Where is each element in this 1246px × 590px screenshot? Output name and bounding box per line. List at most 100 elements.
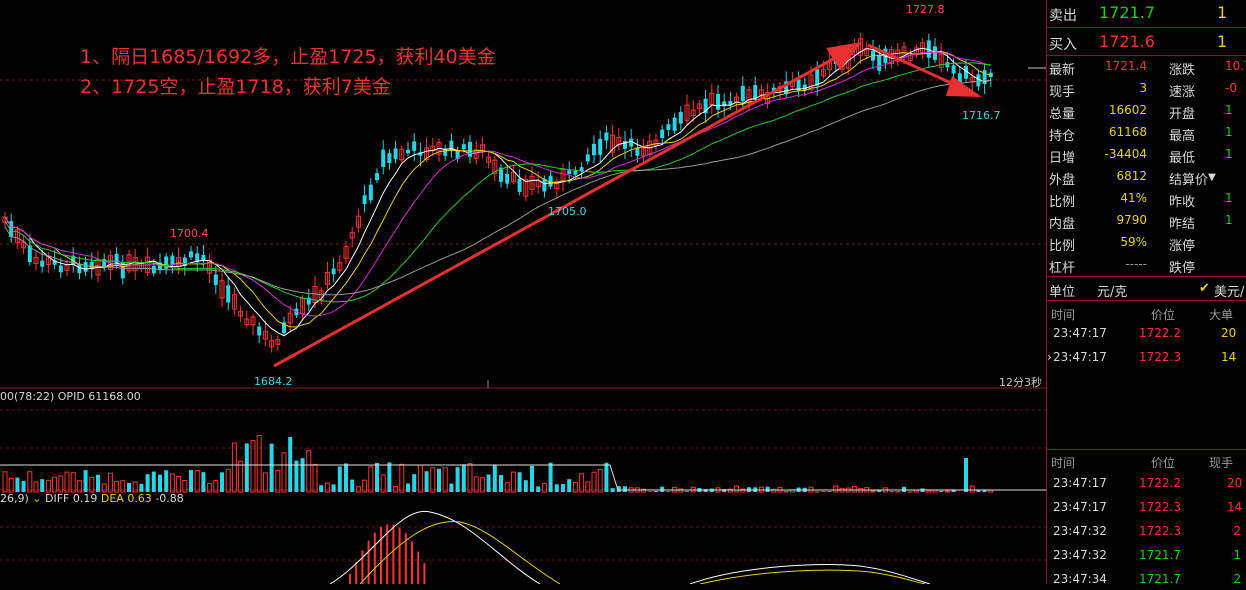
volume-bar xyxy=(902,487,906,492)
check-icon[interactable]: ✔ xyxy=(1199,281,1210,296)
quote-panel: 卖出 1721.7 1 买入 1721.6 1 最新1721.4涨跌10.7/0… xyxy=(1046,0,1246,584)
tick-time: 23:47:17 xyxy=(1053,500,1107,514)
stat-label-right: 涨跌 xyxy=(1169,59,1195,78)
candle-body xyxy=(976,74,980,86)
volume-bar xyxy=(232,443,236,492)
right-low-price-label: 1716.7 xyxy=(962,109,1001,122)
candle-body xyxy=(59,265,63,272)
volume-header: 00(78:22) OPID 61168.00 xyxy=(0,390,141,403)
volume-bar xyxy=(263,473,267,492)
tick-qty: 1 xyxy=(1227,548,1241,562)
candle-body xyxy=(406,150,410,154)
candle-body xyxy=(412,141,416,151)
volume-bar xyxy=(685,491,689,492)
volume-bar xyxy=(623,486,627,492)
macd-dropdown-icon[interactable]: ⌄ xyxy=(32,492,41,505)
buy-qty: 1 xyxy=(1217,32,1227,51)
volume-bar xyxy=(102,484,106,492)
candle-body xyxy=(152,266,156,273)
tick-qty: 14 xyxy=(1227,500,1241,514)
annotation-line-1: 1、隔日1685/1692多，止盈1725，获利40美金 xyxy=(80,42,496,69)
chart-area[interactable]: 1、隔日1685/1692多，止盈1725，获利40美金 2、1725空，止盈1… xyxy=(0,0,1046,584)
volume-bar xyxy=(983,491,987,492)
volume-bar xyxy=(927,490,931,492)
col-time: 时间 xyxy=(1051,454,1075,471)
stat-value-right: 1 xyxy=(1225,125,1233,139)
volume-bar xyxy=(518,472,522,492)
volume-bar xyxy=(152,472,156,492)
col-price: 价位 xyxy=(1151,454,1175,471)
volume-bar xyxy=(245,443,249,492)
macd-dea: DEA 0.63 xyxy=(101,492,152,505)
divider xyxy=(1047,276,1246,277)
volume-bar xyxy=(307,451,311,492)
candle-body xyxy=(586,154,590,161)
tick-price: 1722.3 xyxy=(1139,524,1181,538)
order-qty: 14 xyxy=(1221,350,1236,364)
chevron-down-icon[interactable]: ▼ xyxy=(1208,172,1216,183)
sell-row[interactable]: 卖出 1721.7 1 xyxy=(1047,0,1246,26)
stat-value: 9790 xyxy=(1095,213,1147,227)
currency-toggle[interactable]: 美元/ xyxy=(1214,281,1244,300)
volume-bar xyxy=(350,480,354,492)
unit-value: 元/克 xyxy=(1097,281,1127,300)
candle-body xyxy=(40,261,44,267)
stat-value: -34404 xyxy=(1095,147,1147,161)
volume-bar xyxy=(679,489,683,492)
stat-label-right: 涨停 xyxy=(1169,235,1195,254)
stat-label: 外盘 xyxy=(1049,169,1075,188)
candle-body xyxy=(592,144,596,155)
candle-body xyxy=(468,142,472,157)
buy-row[interactable]: 买入 1721.6 1 xyxy=(1047,29,1246,55)
tick-price: 1721.7 xyxy=(1139,548,1181,562)
stat-row: 杠杆-----跌停 xyxy=(1047,254,1246,276)
candle-body xyxy=(952,65,956,73)
volume-bar xyxy=(96,475,100,492)
col-hand: 现手 xyxy=(1209,454,1233,471)
volume-bar xyxy=(270,444,274,492)
candle-body xyxy=(214,275,218,285)
candle-body xyxy=(660,130,664,139)
volume-bar xyxy=(332,484,336,492)
volume-bar xyxy=(313,464,317,492)
order-qty: 20 xyxy=(1221,326,1236,340)
candle-body xyxy=(673,118,677,131)
volume-bar xyxy=(406,483,410,492)
volume-bar xyxy=(542,483,546,492)
left-level-price-label: 1700.4 xyxy=(170,227,209,240)
volume-bar xyxy=(239,461,243,492)
candle-body xyxy=(573,171,577,175)
stat-value-right: -0 xyxy=(1225,81,1237,95)
volume-bar xyxy=(890,491,894,492)
big-orders-header: 时间价位大单 xyxy=(1047,302,1246,324)
volume-bar xyxy=(462,464,466,492)
volume-bar xyxy=(208,484,212,492)
tick-qty: 20 xyxy=(1227,476,1241,490)
volume-bar xyxy=(301,458,305,492)
candle-body xyxy=(375,173,379,180)
volume-bar xyxy=(257,436,261,492)
stat-label: 比例 xyxy=(1049,191,1075,210)
candle-body xyxy=(381,150,385,167)
stat-label-right: 最高 xyxy=(1169,125,1195,144)
stat-label-right[interactable]: 结算价 xyxy=(1169,169,1208,188)
stat-value: 41% xyxy=(1095,191,1147,205)
candle-body xyxy=(394,148,398,159)
candle-body xyxy=(549,176,553,187)
volume-bar xyxy=(828,491,832,492)
candle-body xyxy=(189,251,193,257)
stat-value: 16602 xyxy=(1095,103,1147,117)
volume-bar xyxy=(108,473,112,492)
volume-bar xyxy=(487,474,491,492)
